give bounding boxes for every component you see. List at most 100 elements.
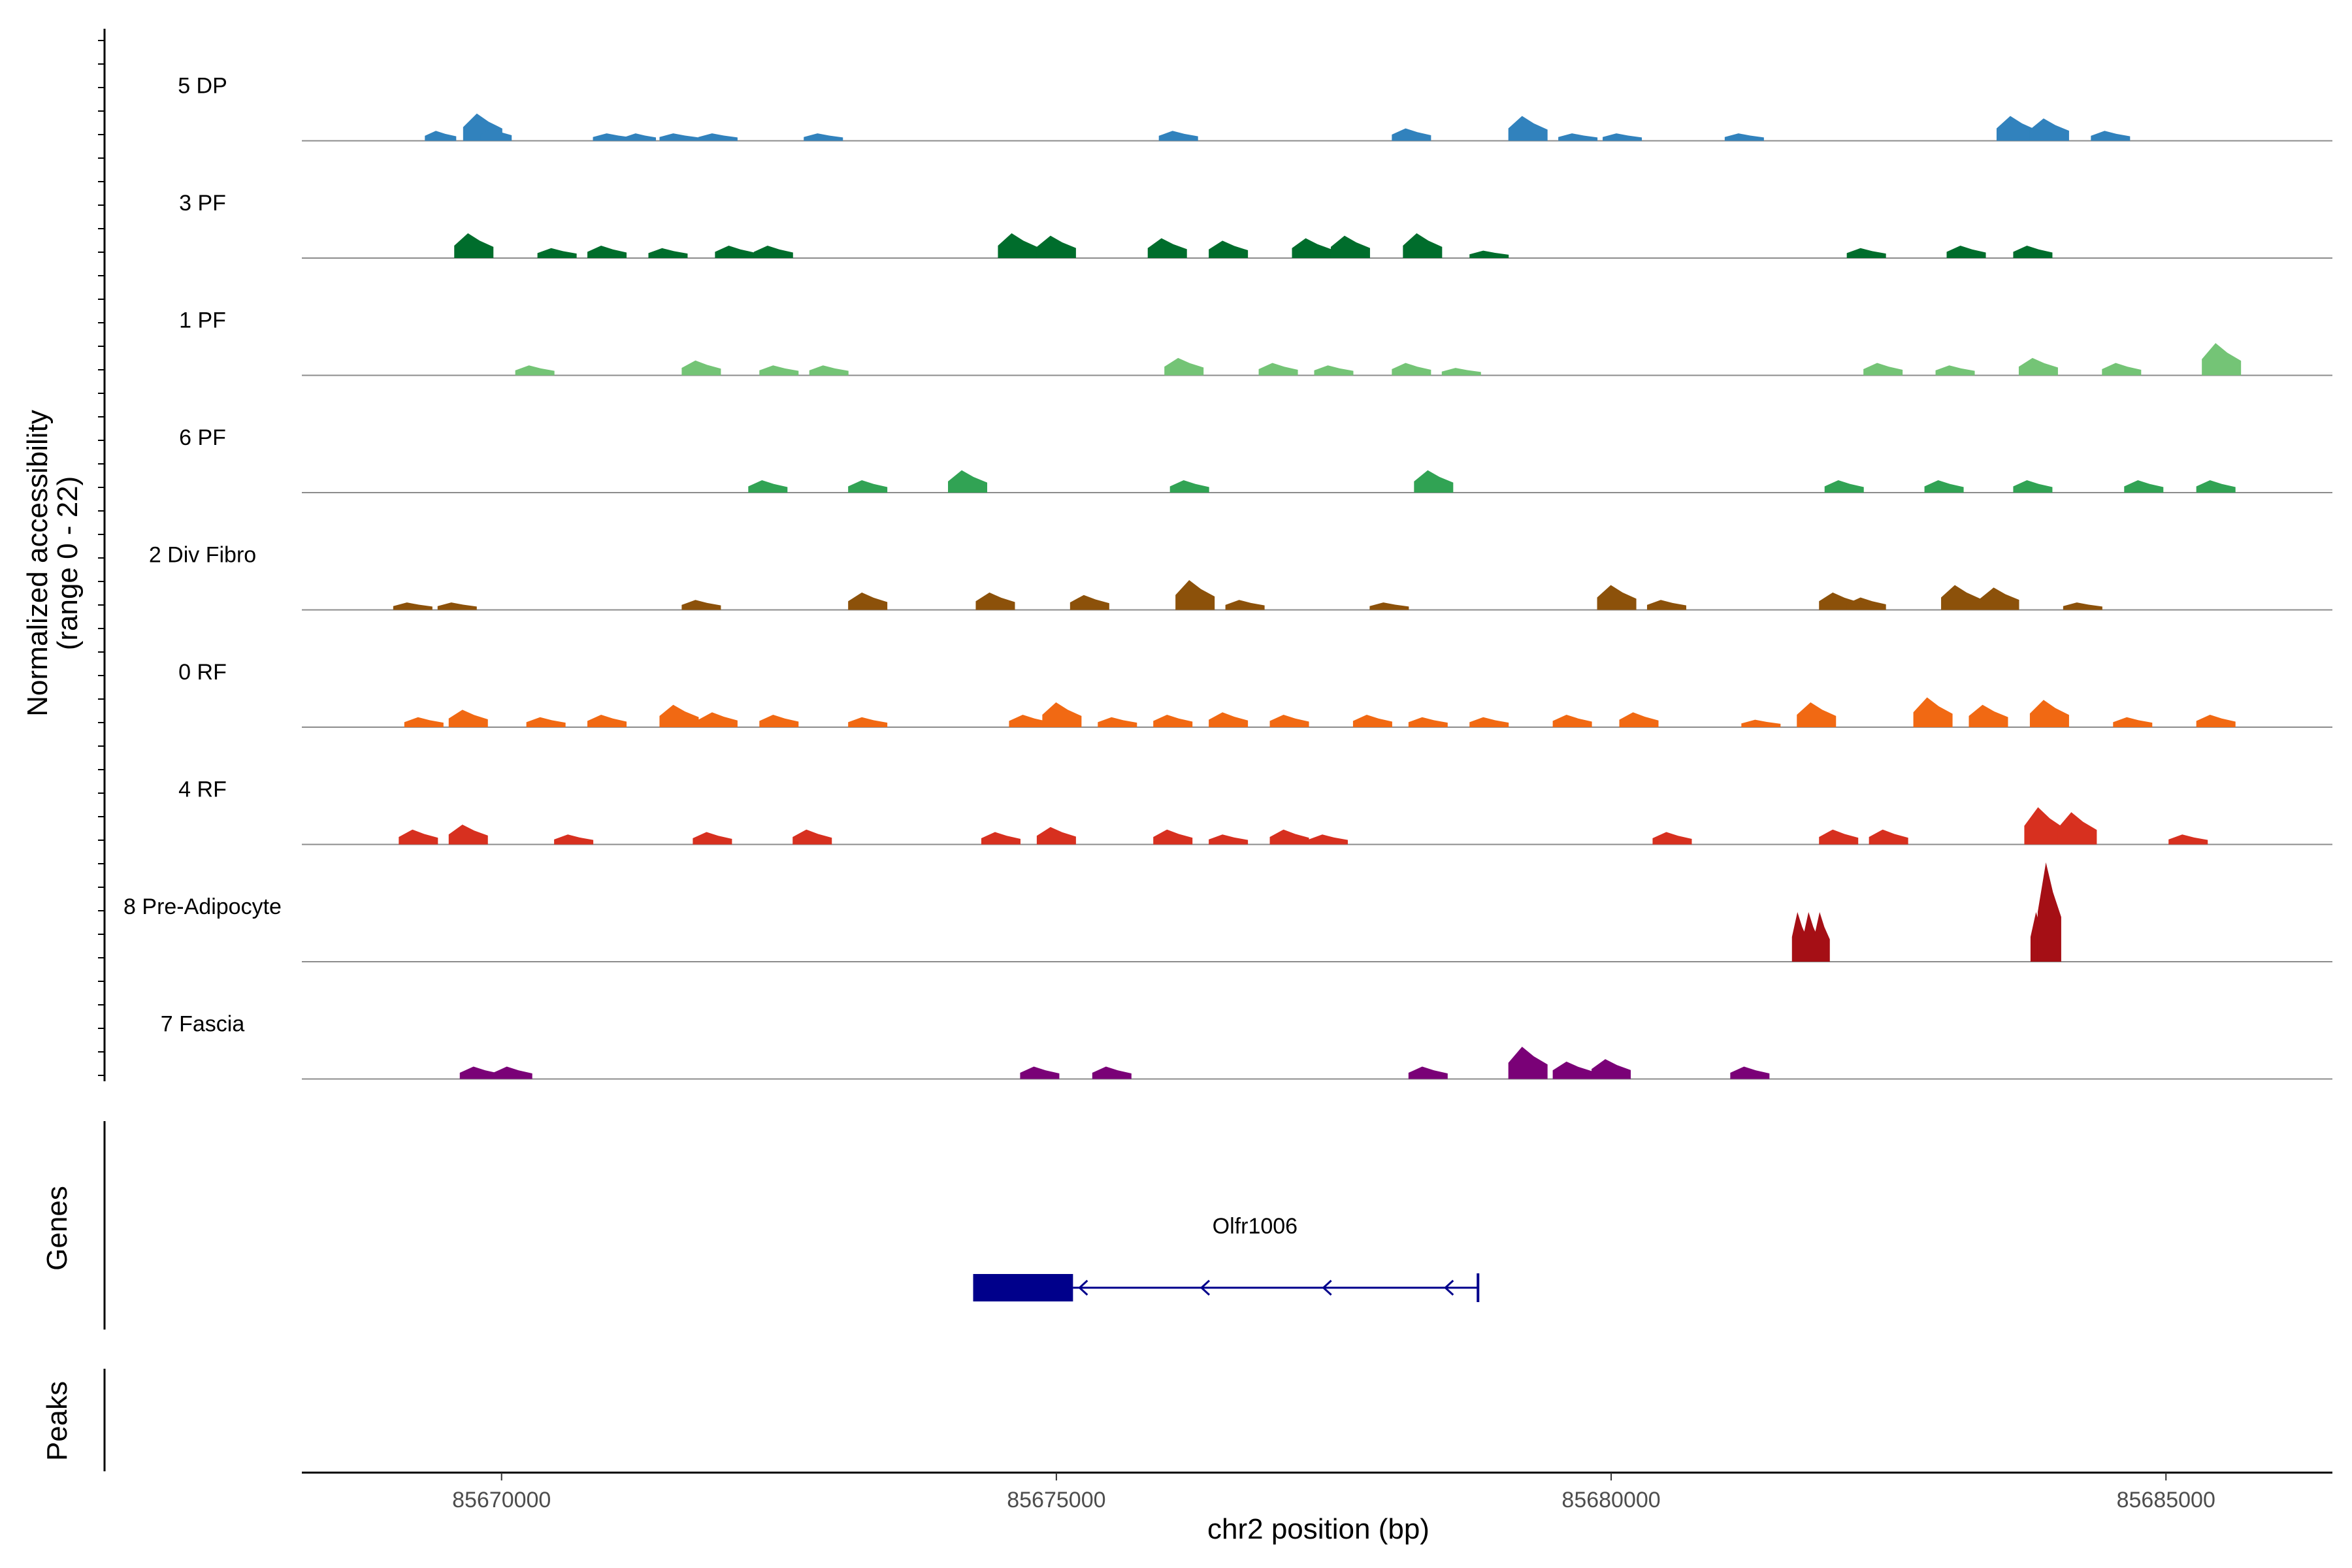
coverage-peak xyxy=(1147,238,1187,258)
x-tick-label: 85670000 xyxy=(452,1488,551,1512)
coverage-peak xyxy=(2063,602,2102,610)
coverage-peak xyxy=(1603,133,1642,141)
track-1-pf: 1 PF xyxy=(179,308,2332,376)
coverage-peak xyxy=(848,480,888,493)
coverage-peak xyxy=(425,131,457,141)
coverage-peak xyxy=(1552,1061,1592,1079)
coverage-peak xyxy=(748,480,788,493)
coverage-peak xyxy=(1153,715,1193,727)
coverage-peak xyxy=(2018,357,2058,376)
coverage-peak xyxy=(399,829,438,845)
track-2-div-fibro: 2 Div Fibro xyxy=(149,543,2332,611)
coverage-peak xyxy=(1414,470,1454,493)
track-5-dp: 5 DP xyxy=(178,74,2332,142)
coverage-peak xyxy=(1403,233,1443,258)
coverage-peak xyxy=(625,133,656,141)
coverage-peak xyxy=(393,602,433,610)
track-4-rf: 4 RF xyxy=(178,777,2332,845)
track-label: 8 Pre-Adipocyte xyxy=(123,894,282,919)
coverage-peak xyxy=(948,470,988,493)
coverage-peak xyxy=(2013,246,2053,258)
y-axis-subtitle: (range 0 - 22) xyxy=(52,476,84,651)
coverage-peak xyxy=(1935,365,1975,376)
coverage-peak xyxy=(1036,826,1076,845)
coverage-peak xyxy=(537,248,577,258)
track-7-fascia: 7 Fascia xyxy=(161,1012,2332,1080)
coverage-peak xyxy=(1819,829,1859,845)
coverage-peak xyxy=(1169,480,1209,493)
coverage-peak xyxy=(1258,363,1298,376)
coverage-peak xyxy=(437,602,477,610)
coverage-peak xyxy=(659,133,699,141)
coverage-peak xyxy=(587,246,627,258)
coverage-peak xyxy=(1619,712,1659,727)
coverage-peak xyxy=(1924,480,1964,493)
track-label: 1 PF xyxy=(179,308,226,333)
coverage-peak xyxy=(1209,834,1249,845)
track-6-pf: 6 PF xyxy=(179,425,2332,493)
coverage-peak xyxy=(759,715,799,727)
coverage-peak xyxy=(448,825,488,845)
coverage-peak xyxy=(1996,116,2036,141)
coverage-peak xyxy=(1652,832,1692,845)
coverage-peak xyxy=(1724,133,1764,141)
track-label: 6 PF xyxy=(179,425,226,450)
coverage-peak xyxy=(493,1066,532,1079)
coverage-peak xyxy=(648,248,688,258)
coverage-peak xyxy=(1009,715,1049,727)
coverage-peak xyxy=(404,717,444,727)
peaks-panel-label: Peaks xyxy=(41,1381,73,1461)
coverage-peak xyxy=(448,710,488,727)
track-label: 2 Div Fibro xyxy=(149,543,256,568)
coverage-peak xyxy=(2091,131,2131,141)
track-label: 7 Fascia xyxy=(161,1012,245,1037)
coverage-peak xyxy=(1846,248,1886,258)
coverage-peak xyxy=(715,246,755,258)
coverage-peak xyxy=(1869,829,1908,845)
track-label: 5 DP xyxy=(178,74,227,99)
coverage-peak xyxy=(2113,717,2153,727)
track-label: 0 RF xyxy=(178,660,227,685)
coverage-peak xyxy=(998,233,1037,258)
coverage-peak xyxy=(1153,829,1193,845)
track-0-rf: 0 RF xyxy=(178,660,2332,728)
coverage-peak xyxy=(1392,363,1431,376)
coverage-peak xyxy=(1408,1066,1448,1079)
coverage-peak xyxy=(1392,128,1431,141)
coverage-peak xyxy=(1158,131,1198,141)
gene-name-label: Olfr1006 xyxy=(1213,1214,1298,1239)
coverage-peak xyxy=(1369,602,1409,610)
coverage-peak xyxy=(1863,363,1903,376)
coverage-peak xyxy=(981,832,1021,845)
coverage-peak xyxy=(1042,702,1082,727)
coverage-peak xyxy=(1846,597,1886,610)
gene-exon xyxy=(973,1274,1073,1301)
coverage-peak xyxy=(1269,715,1309,727)
track-label: 4 RF xyxy=(178,777,227,802)
coverage-peak xyxy=(1330,235,1370,258)
coverage-peak xyxy=(2202,343,2242,376)
coverage-peak xyxy=(2168,834,2208,845)
coverage-peak xyxy=(1597,585,1637,610)
coverage-peak xyxy=(1797,702,1837,727)
coverage-peak xyxy=(593,133,632,141)
coverage-peak xyxy=(1552,715,1592,727)
coverage-peak xyxy=(1020,1066,1060,1079)
coverage-peak xyxy=(454,233,494,258)
coverage-peak xyxy=(1741,719,1781,727)
coverage-peak xyxy=(480,128,512,141)
coverage-peak xyxy=(2196,480,2236,493)
coverage-peak xyxy=(804,133,843,141)
axes-layer: 85670000 85675000 85680000 85685000 xyxy=(98,29,2332,1512)
coverage-peak xyxy=(1408,717,1448,727)
coverage-peak xyxy=(554,834,594,845)
coverage-peak xyxy=(1352,715,1392,727)
strand-arrow xyxy=(1322,1279,1332,1296)
coverage-peak xyxy=(681,360,721,376)
coverage-peak xyxy=(753,246,793,258)
coverage-peak xyxy=(792,829,832,845)
coverage-peak xyxy=(1508,116,1548,141)
coverage-peak xyxy=(1175,580,1215,610)
